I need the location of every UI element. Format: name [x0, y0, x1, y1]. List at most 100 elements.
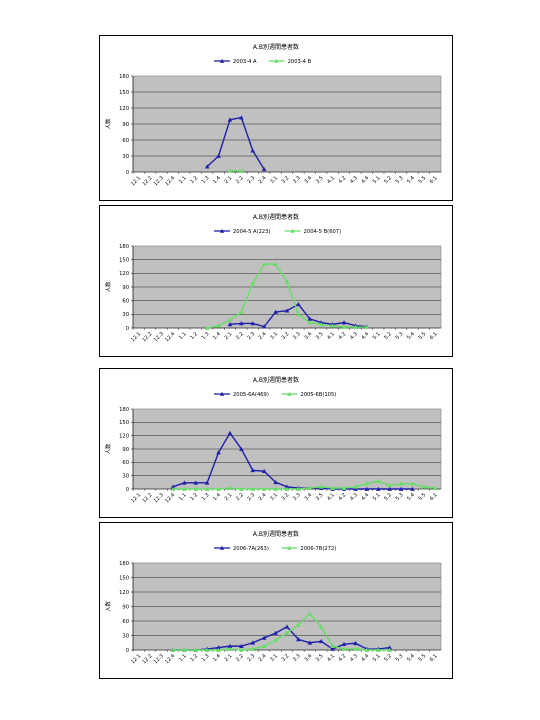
data-point — [387, 645, 392, 650]
chart-panel-2004-5: A,B別週間患者数 2004-5 A(223) 2004-5 B(607) 0 30 60… — [99, 205, 453, 357]
data-point — [307, 316, 313, 321]
legend-label: 2004-5 B(607) — [304, 229, 342, 235]
xtick-label: 4.4 — [360, 331, 370, 341]
legend-entry-0: 2005-6A(469) — [214, 391, 269, 398]
chart-svg-2005-6: A,B別週間患者数 2005-6A(469) 2005-6B(105) 0 30 60 90… — [104, 376, 442, 504]
xtick-label: 3.4 — [303, 331, 313, 341]
data-point — [273, 309, 278, 314]
xtick-label: 5.3 — [395, 331, 405, 341]
legend-entry-1: 2005-6B(105) — [281, 391, 336, 398]
ytick-label: 120 — [119, 106, 129, 112]
data-point — [284, 486, 290, 491]
data-point — [227, 322, 233, 327]
xtick-label: 12.3 — [153, 653, 165, 665]
legend-marker — [219, 58, 225, 63]
data-point — [250, 468, 256, 473]
xtick-label: 1.4 — [212, 492, 222, 502]
xtick-label: 5.5 — [417, 331, 427, 341]
ytick-label: 150 — [119, 90, 129, 96]
legend-label: 2006-7B(272) — [300, 546, 336, 552]
xtick-label: 5.4 — [406, 175, 416, 185]
y-axis-label: 人数 — [104, 118, 112, 129]
data-point — [364, 486, 370, 491]
series-1 — [204, 261, 370, 330]
ytick-label: 180 — [119, 561, 129, 567]
xtick-label: 1.4 — [212, 331, 222, 341]
legend-marker — [274, 58, 279, 63]
data-point — [239, 647, 244, 652]
ytick-label: 30 — [122, 473, 129, 479]
data-point — [216, 486, 221, 491]
xtick-label: 4.1 — [326, 492, 336, 502]
data-point — [296, 302, 301, 307]
ytick-label: 90 — [122, 122, 129, 128]
xtick-label: 1.4 — [212, 175, 222, 185]
data-point — [250, 640, 256, 645]
chart-panel-2005-6: A,B別週間患者数 2005-6A(469) 2005-6B(105) 0 30 60 90… — [99, 368, 453, 518]
xtick-label: 4.1 — [326, 653, 336, 663]
data-point — [284, 308, 290, 313]
data-point — [284, 279, 290, 284]
data-point — [182, 647, 187, 652]
xtick-label: 5.3 — [395, 653, 405, 663]
data-point — [250, 646, 256, 651]
data-point — [193, 486, 199, 491]
data-point — [204, 486, 210, 491]
xtick-label: 2.2 — [235, 331, 245, 341]
data-point — [330, 646, 335, 651]
ytick-label: 180 — [119, 407, 129, 413]
data-point — [284, 484, 290, 489]
data-point — [364, 481, 370, 486]
data-point — [216, 647, 221, 652]
xtick-label: 2.2 — [235, 492, 245, 502]
xtick-label: 5.4 — [406, 492, 416, 502]
xtick-label: 1.4 — [212, 653, 222, 663]
xtick-label: 3.5 — [315, 175, 325, 185]
data-point — [353, 646, 358, 651]
xtick-label: 12.1 — [130, 175, 142, 187]
xtick-label: 5.4 — [406, 331, 416, 341]
data-point — [261, 468, 267, 474]
xtick-label: 3.4 — [303, 492, 313, 502]
xtick-label: 3.1 — [269, 492, 279, 502]
legend-entry-1: 2004-5 B(607) — [284, 228, 342, 235]
legend-marker — [219, 391, 225, 396]
xtick-label: 3.4 — [303, 653, 313, 663]
legend-label: 2006-7A(263) — [233, 546, 269, 552]
xtick-label: 4.3 — [349, 653, 359, 663]
data-point — [296, 637, 301, 642]
data-point — [239, 446, 244, 451]
data-point — [398, 486, 404, 491]
data-point — [193, 647, 199, 652]
data-point — [330, 485, 335, 490]
xtick-label: 5.2 — [383, 175, 393, 185]
data-point — [284, 624, 290, 629]
xtick-label: 5.3 — [395, 492, 405, 502]
data-point — [227, 430, 233, 435]
legend-entry-0: 2006-7A(263) — [214, 545, 269, 552]
legend-label: 2003-4 A — [233, 59, 257, 65]
data-point — [318, 484, 324, 489]
ytick-label: 60 — [122, 619, 129, 625]
data-point — [204, 325, 210, 330]
chart-title: A,B別週間患者数 — [253, 43, 299, 51]
xtick-label: 3.1 — [269, 653, 279, 663]
xtick-label: 4.4 — [360, 653, 370, 663]
xtick-label: 2.4 — [258, 175, 268, 185]
series-line — [172, 480, 436, 490]
ytick-label: 0 — [126, 170, 129, 176]
data-point — [398, 481, 404, 486]
xtick-label: 12.3 — [153, 492, 165, 504]
xtick-label: 2.1 — [224, 653, 234, 663]
chart-title: A,B別週間患者数 — [253, 213, 299, 221]
xtick-label: 1.3 — [201, 653, 211, 663]
xtick-label: 5.1 — [372, 492, 382, 502]
xtick-label: 4.4 — [360, 175, 370, 185]
chart-panel-2003-4: A,B別週間患者数 2003-4 A 2003-4 B 0 30 60 90 120 150 18… — [99, 35, 453, 201]
ytick-label: 30 — [122, 633, 129, 639]
xtick-label: 5.2 — [383, 653, 393, 663]
xtick-label: 12.2 — [141, 331, 153, 343]
data-point — [216, 153, 221, 158]
data-point — [364, 324, 370, 329]
xtick-label: 1.3 — [201, 331, 211, 341]
